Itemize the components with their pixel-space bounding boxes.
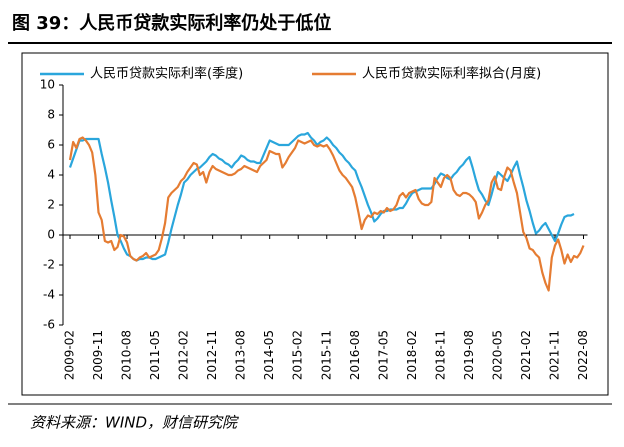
x-tick-label: 2015-11 bbox=[319, 330, 333, 380]
y-tick-label: 4 bbox=[47, 168, 55, 182]
x-tick-label: 2013-08 bbox=[234, 330, 248, 380]
x-tick-label: 2019-08 bbox=[462, 330, 476, 380]
y-tick-label: 2 bbox=[47, 198, 55, 212]
y-tick-label: -6 bbox=[43, 318, 55, 332]
y-tick-label: 8 bbox=[47, 108, 55, 122]
x-tick-label: 2012-11 bbox=[205, 330, 219, 380]
x-tick-label: 2010-08 bbox=[120, 330, 134, 380]
x-tick-label: 2022-08 bbox=[576, 330, 590, 380]
x-tick-label: 2021-02 bbox=[519, 330, 533, 380]
x-tick-label: 2016-08 bbox=[348, 330, 362, 380]
y-tick-label: 6 bbox=[47, 138, 55, 152]
x-tick-label: 2009-11 bbox=[91, 330, 105, 380]
x-tick-label: 2009-02 bbox=[63, 330, 77, 380]
x-tick-label: 2018-11 bbox=[433, 330, 447, 380]
legend-label: 人民币贷款实际利率拟合(月度) bbox=[362, 66, 541, 82]
legend-label: 人民币贷款实际利率(季度) bbox=[90, 66, 243, 82]
x-tick-label: 2014-05 bbox=[262, 330, 276, 380]
source: 资料来源：WIND，财信研究院 bbox=[30, 414, 239, 432]
x-tick-label: 2015-02 bbox=[291, 330, 305, 380]
y-tick-label: 0 bbox=[47, 228, 55, 242]
x-tick-label: 2021-11 bbox=[547, 330, 561, 380]
chart-title: 图 39：人民币贷款实际利率仍处于低位 bbox=[12, 12, 331, 34]
x-tick-label: 2011-05 bbox=[148, 330, 162, 380]
x-tick-label: 2018-02 bbox=[405, 330, 419, 380]
chart-frame bbox=[21, 52, 609, 396]
y-tick-label: 10 bbox=[40, 78, 55, 92]
x-tick-label: 2012-02 bbox=[177, 330, 191, 380]
y-tick-label: -4 bbox=[43, 288, 55, 302]
series-line bbox=[68, 136, 585, 292]
y-tick-label: -2 bbox=[43, 258, 55, 272]
x-tick-label: 2020-05 bbox=[490, 330, 504, 380]
x-tick-label: 2017-05 bbox=[376, 330, 390, 380]
series-line bbox=[68, 131, 575, 262]
